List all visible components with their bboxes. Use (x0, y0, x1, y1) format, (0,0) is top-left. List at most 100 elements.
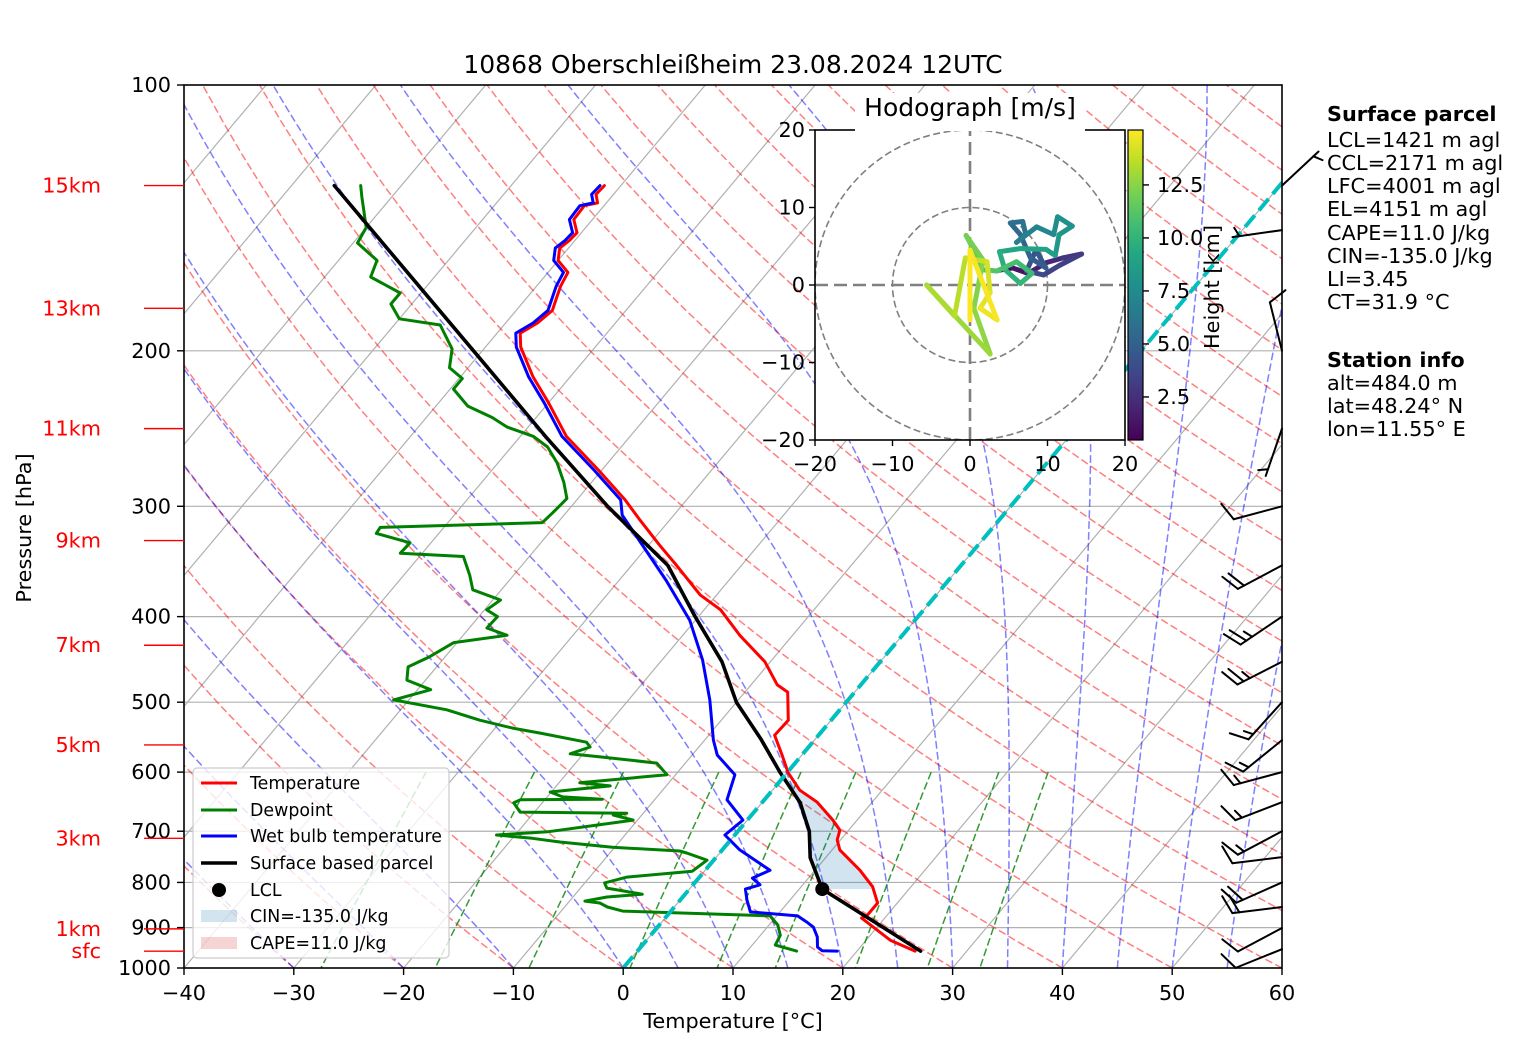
legend-swatch-lcl-marker (212, 883, 226, 897)
wind-barb-full-feather (1221, 841, 1239, 856)
dry-adiabat (372, 85, 1282, 856)
dry-adiabat (770, 85, 1282, 493)
hodograph-colorbar (1127, 129, 1144, 441)
mixing-ratio-line (716, 771, 802, 968)
surface-parcel-ccl: CCL=2171 m agl (1327, 151, 1503, 175)
wind-barb-staff (1234, 948, 1283, 969)
surface-parcel-lfc: LFC=4001 m agl (1327, 174, 1501, 198)
skewt-axes: −40 −30 −20 −10 0 10 20 30 40 50 60100200300400500… (42, 73, 1295, 1005)
wind-barb-half-feather (1242, 730, 1255, 736)
x-tick-label: −40 (162, 981, 206, 1005)
wind-barb-half-feather (1238, 761, 1250, 769)
wind-barb (1220, 768, 1283, 787)
surface-parcel-heading: Surface parcel (1327, 102, 1497, 126)
hodograph-segment (984, 259, 993, 296)
hodograph-inset: Hodograph [m/s] −20 −10 0 10 20 20 10 0 −10 −20 2… (761, 93, 1224, 476)
isotherm-gridline (184, 85, 706, 708)
wind-barb-staff (1231, 906, 1283, 915)
dry-adiabat (184, 564, 624, 968)
mixing-ratio-line (854, 771, 932, 968)
hodograph-title-background (855, 93, 1085, 131)
wind-barb (1221, 845, 1283, 865)
mixing-ratio-line (629, 771, 720, 968)
height-label: sfc (71, 939, 101, 963)
wind-barb (1268, 289, 1287, 352)
hodograph-segment (1056, 251, 1085, 269)
moist-adiabat (184, 103, 789, 968)
legend-swatch-cin (201, 910, 237, 922)
hodograph-axes: −20 −10 0 10 20 20 10 0 −10 −20 (761, 118, 1138, 476)
station-info-heading: Station info (1327, 348, 1465, 372)
colorbar-tick-label: 12.5 (1157, 173, 1203, 197)
wind-barb (1231, 226, 1283, 239)
wind-barb (1221, 894, 1283, 915)
x-tick-label: 0 (617, 981, 630, 1005)
hodograph-segment (1052, 232, 1062, 259)
height-label: 3km (55, 826, 101, 850)
x-tick-label: 30 (939, 981, 965, 1005)
hodograph-x-tick-label: −20 (793, 452, 837, 476)
moist-adiabat (1116, 85, 1208, 968)
dry-adiabat (315, 85, 1282, 912)
colorbar-tick-label: 10.0 (1157, 226, 1203, 250)
wind-barb (1220, 801, 1283, 822)
surface-parcel-li: LI=3.45 (1327, 267, 1408, 291)
isotherm-gridline (1061, 705, 1282, 968)
y-tick-label: 700 (131, 819, 171, 843)
wind-barb-staff (1236, 660, 1283, 686)
wind-barb-full-feather (1220, 768, 1235, 787)
wind-barb-full-feather (1220, 502, 1235, 521)
wind-barb-full-feather (1224, 761, 1245, 773)
x-tick-label: −30 (272, 981, 316, 1005)
wind-barbs (1220, 150, 1324, 969)
wind-barb-full-feather (1228, 732, 1250, 741)
hodograph-segment (963, 232, 986, 263)
hodograph-title: Hodograph [m/s] (864, 93, 1076, 122)
hodograph-segment (1014, 224, 1040, 245)
height-label: 1km (55, 917, 101, 941)
legend-label-cin: CIN=-135.0 J/kg (250, 907, 389, 927)
zero-degree-isotherm (621, 179, 1282, 968)
dry-adiabat (429, 85, 1282, 801)
wind-barb-staff (1236, 927, 1283, 953)
hodograph-y-tick-label: 10 (779, 196, 805, 220)
isotherm-gridline (732, 312, 1282, 968)
dry-adiabat (486, 85, 1282, 747)
surface-parcel-ct: CT=31.9 °C (1327, 290, 1450, 314)
height-label: 15km (42, 174, 101, 198)
colorbar-label: Height [km] (1200, 225, 1224, 349)
legend: Temperature Dewpoint Wet bulb temperatur… (192, 767, 450, 959)
surface-parcel-el: EL=4151 m agl (1327, 197, 1487, 221)
hodograph-x-tick-label: −10 (871, 452, 915, 476)
legend-label-lcl: LCL (250, 881, 282, 901)
wind-barb (1220, 502, 1283, 521)
wind-barb-half-feather (1233, 809, 1243, 819)
mixing-ratio-line (926, 771, 1000, 968)
x-tick-label: 10 (720, 981, 746, 1005)
colorbar-tick-label: 5.0 (1157, 332, 1190, 356)
x-tick-label: 40 (1049, 981, 1075, 1005)
colorbar-tick-label: 7.5 (1157, 279, 1190, 303)
hodograph-trace (924, 214, 1085, 357)
dry-adiabat (184, 464, 734, 968)
hodograph-segment (952, 255, 968, 319)
lcl-marker (815, 882, 830, 897)
skewt-data-layer (332, 179, 1282, 968)
wind-barb-staff (1242, 739, 1283, 773)
parcel-line (332, 183, 923, 953)
hodograph-segment (1014, 259, 1035, 276)
wind-barb-staff (1264, 427, 1283, 477)
dry-adiabat (184, 261, 953, 968)
hodograph-y-tick-label: 20 (779, 118, 805, 142)
wind-barb-full-feather (1221, 845, 1234, 865)
wind-barb-full-feather (1228, 894, 1241, 914)
wind-barb-full-feather (1220, 805, 1237, 822)
wind-barb-staff (1236, 830, 1283, 856)
wind-barb-full-feather (1227, 885, 1244, 901)
y-tick-label: 500 (131, 690, 171, 714)
legend-label-dewpoint: Dewpoint (250, 801, 333, 821)
hodograph-segment (1034, 224, 1057, 238)
hodograph-segment (967, 247, 1000, 323)
legend-label-parcel: Surface based parcel (250, 854, 433, 874)
